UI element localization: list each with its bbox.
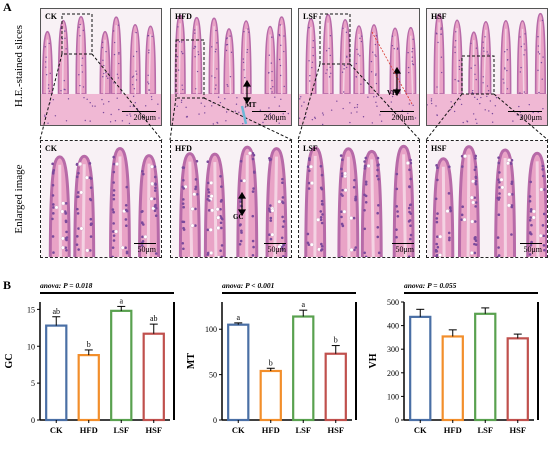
chart-vh: anova: P = 0.055 0 100 200 300 400 500 VH CK HFD L… [368,281,539,435]
y-tick-label: 0 [395,416,399,425]
micrograph-zoom-ck: CK 50μm [40,140,162,258]
y-tick-label: 300 [387,345,399,354]
scale-bar: 50μm [134,242,156,254]
bar [506,337,529,422]
x-tick-label: LSF [477,425,493,435]
y-tick-label: 100 [205,325,217,334]
x-tick-label: HSF [327,425,344,435]
y-tick-label: 0 [31,416,35,425]
bar [77,353,100,422]
y-tick-label: 0 [213,416,217,425]
bar [45,324,68,422]
significance-letter: a [236,313,240,322]
x-tick-label: HSF [509,425,526,435]
micrograph-label: HSF [431,12,447,21]
x-tick-label: LSF [295,425,311,435]
bar [110,309,133,422]
mt-annotation: MT [245,101,257,109]
scale-bar: 200μm [380,110,414,122]
micrograph-label: HFD [175,12,192,21]
row-label-slices: H.E.-stained slices [13,24,25,108]
bar [227,323,250,422]
significance-letter: a [119,296,123,305]
y-tick-label: 15 [27,305,35,314]
x-tick-label: CK [50,425,63,435]
chart-gc: anova: P = 0.018 0 5 10 15 GC ab CK b HFD a LSF ab HS… [4,281,175,435]
row-label-enlarged: Enlarged image [13,164,25,234]
significance-letter: ab [150,314,158,323]
chart-mt: anova: P < 0.001 0 50 100 MT a CK b HFD a LSF b HSF [186,281,357,435]
y-axis-label: MT [186,353,197,369]
panel-a-letter: A [3,0,12,14]
x-tick-label: CK [232,425,245,435]
scale-bar: 50μm [392,242,414,254]
micrograph-top-hfd: HFD MT 200μm [170,8,292,126]
panel-b-letter: B [3,278,12,292]
x-tick-label: HFD [262,425,280,435]
x-tick-label: HFD [80,425,98,435]
micrograph-label: HFD [175,144,192,153]
significance-letter: a [301,300,305,309]
y-axis-label: VH [368,353,379,368]
micrograph-zoom-hfd: HFD GC 50μm [170,140,292,258]
scale-bar: 50μm [264,242,286,254]
micrograph-top-lsf: LSF VH 200μm [298,8,420,126]
y-tick-label: 200 [387,369,399,378]
micrograph-label: HSF [431,144,447,153]
micrograph-top-ck: CK 200μm [40,8,162,126]
micrograph-label: CK [45,144,57,153]
scale-bar: 50μm [520,242,542,254]
y-tick-label: 50 [209,371,217,380]
micrograph-label: CK [45,12,57,21]
chart-title: anova: P = 0.018 [40,281,93,290]
y-tick-label: 400 [387,322,399,331]
bar [292,315,315,422]
y-axis-label: GC [4,354,15,369]
x-tick-label: CK [414,425,427,435]
y-tick-label: 500 [387,298,399,307]
y-tick-label: 5 [31,379,35,388]
bar [409,315,432,422]
micrograph-label: LSF [303,144,318,153]
bar [474,312,497,422]
micrograph-label: LSF [303,12,318,21]
y-tick-label: 100 [387,392,399,401]
chart-title: anova: P < 0.001 [222,281,274,290]
y-tick-label: 10 [27,342,35,351]
significance-letter: b [334,336,338,345]
bar [441,335,464,422]
bar-charts: anova: P = 0.018051015GCabCKbHFDaLSFabHS… [4,281,539,435]
scale-bar: 200μm [122,110,156,122]
significance-letter: b [269,358,273,367]
significance-letter: ab [52,307,60,316]
micrograph-zoom-lsf: LSF 50μm [298,140,420,258]
micrograph-top-hsf: HSF 200μm [426,8,548,126]
bar [259,369,282,422]
significance-letter: b [87,340,91,349]
chart-title: anova: P = 0.055 [404,281,457,290]
micrograph-zoom-hsf: HSF 50μm [426,140,548,258]
scale-bar: 200μm [252,110,286,122]
x-tick-label: HFD [444,425,462,435]
bar [324,352,347,422]
x-tick-label: LSF [113,425,129,435]
vh-annotation: VH [387,89,398,97]
gc-annotation: GC [233,213,244,221]
scale-bar: 200μm [508,110,542,122]
x-tick-label: HSF [145,425,162,435]
bar [142,332,165,422]
